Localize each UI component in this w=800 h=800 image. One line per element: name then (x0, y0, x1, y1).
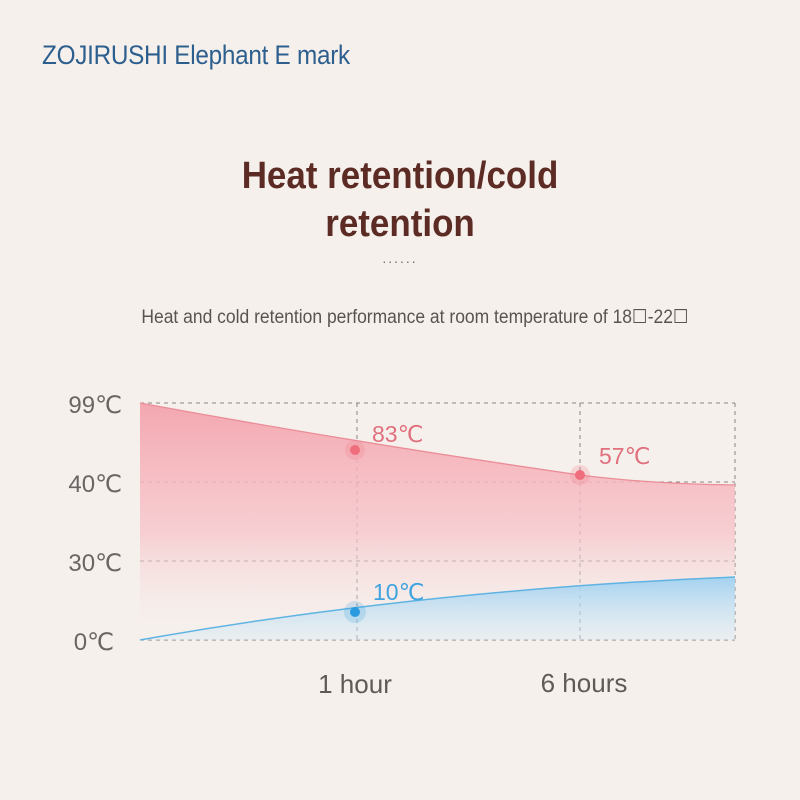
hot-series-area (140, 403, 735, 640)
y-tick-label: 99℃ (68, 392, 122, 419)
title-line-1: Heat retention/cold (241, 155, 559, 197)
hot-points: 83℃ 57℃ (345, 421, 650, 485)
data-label: 10℃ (373, 579, 424, 605)
hot-series-line (139, 402, 736, 486)
cold-point (350, 607, 360, 617)
title-divider-dots: ...... (382, 250, 418, 266)
y-tick-label: 0℃ (74, 629, 114, 656)
cold-series-line (139, 576, 736, 641)
chart-subtitle: Heat and cold retention performance at r… (141, 307, 689, 328)
cold-series (139, 576, 736, 641)
data-label: 83℃ (372, 421, 423, 447)
hot-point (575, 470, 585, 480)
brand-title: ZOJIRUSHI Elephant E mark (42, 40, 350, 70)
x-tick-label: 6 hours (541, 668, 628, 698)
x-axis-ticks: 1 hour 6 hours (318, 668, 627, 699)
cold-series-area (140, 577, 735, 640)
hot-series (139, 402, 736, 640)
title-line-2: retention (325, 203, 475, 245)
y-tick-label: 30℃ (68, 550, 122, 577)
data-label: 57℃ (599, 443, 650, 469)
y-axis-ticks: 99℃ 40℃ 30℃ 0℃ (68, 392, 122, 656)
y-tick-label: 40℃ (68, 471, 122, 498)
x-tick-label: 1 hour (318, 669, 392, 699)
chart-title: Heat retention/cold retention (32, 152, 768, 248)
hot-point (350, 445, 360, 455)
cold-points: 10℃ (344, 579, 424, 623)
